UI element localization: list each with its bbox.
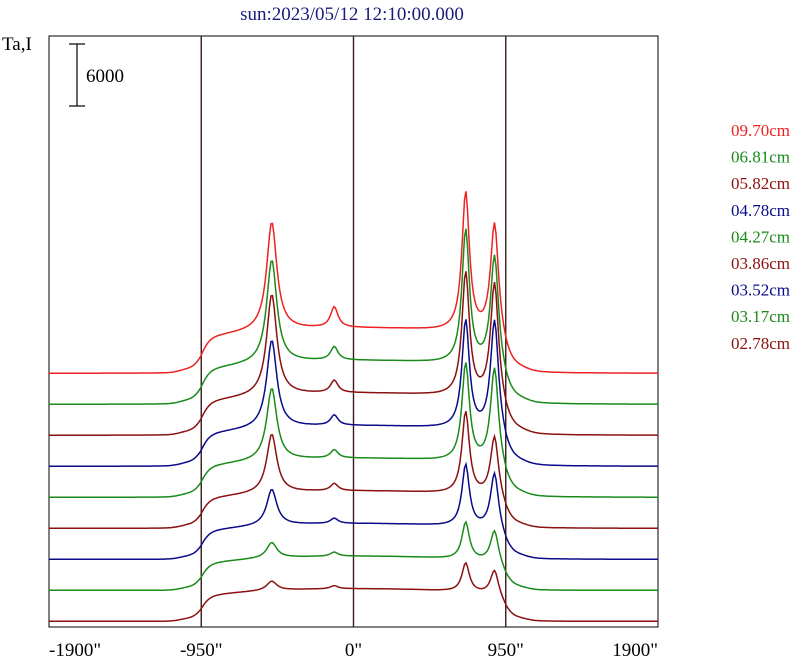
x-tick-label: 1900" (612, 640, 658, 661)
series-line (49, 461, 658, 561)
legend-entry: 05.82cm (731, 174, 790, 193)
legend-entry: 09.70cm (731, 121, 790, 140)
x-tick-labels: -1900" -950" 0" 950" 1900" (49, 640, 658, 661)
x-tick-label: 0" (345, 640, 362, 661)
legend-entry: 03.17cm (731, 307, 790, 326)
series-line (49, 271, 658, 436)
legend-entry: 04.78cm (731, 201, 790, 220)
legend-entry: 06.81cm (731, 148, 790, 167)
scale-bar-label: 6000 (86, 66, 124, 87)
series-line (49, 520, 658, 592)
series-line (49, 410, 658, 530)
legend-entry: 04.27cm (731, 227, 790, 246)
vertical-markers (200, 36, 507, 627)
x-tick-label: 950" (488, 640, 524, 661)
series-line (49, 362, 658, 499)
series-line (49, 319, 659, 467)
series-line (49, 561, 658, 623)
x-tick-label: -950" (180, 640, 223, 661)
legend-entry: 03.86cm (731, 254, 790, 273)
series-line (49, 191, 658, 374)
chart-title: sun:2023/05/12 12:10:00.000 (240, 4, 464, 25)
x-tick-label: -1900" (49, 640, 101, 661)
scale-bar: 6000 (69, 43, 124, 107)
series-line (49, 228, 658, 405)
series-group (49, 191, 659, 623)
legend: 09.70cm 06.81cm 05.82cm 04.78cm 04.27cm 03.86… (731, 121, 790, 353)
legend-entry: 02.78cm (731, 334, 790, 353)
legend-entry: 03.52cm (731, 281, 790, 300)
y-axis-label: Ta,I (2, 34, 32, 55)
